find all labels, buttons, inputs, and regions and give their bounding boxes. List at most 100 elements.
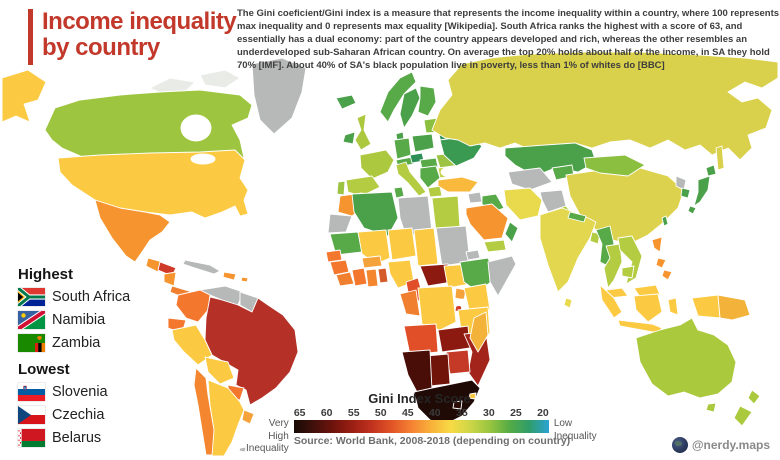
region-japan-kyushu <box>687 205 697 215</box>
gini-tick-20: 20 <box>537 407 549 419</box>
region-mongolia <box>583 154 646 177</box>
region-sulawesi <box>667 297 679 316</box>
region-dr-congo <box>417 285 457 331</box>
region-algeria <box>351 191 399 237</box>
country-label: Namibia <box>52 311 106 328</box>
region-cambodia <box>621 265 635 279</box>
title-line-2: by country <box>42 33 160 61</box>
region-sierra-leone-liberia <box>335 271 355 287</box>
region-south-africa <box>413 379 481 425</box>
region-nigeria <box>387 259 415 289</box>
lowest-heading: Lowest <box>18 361 70 378</box>
region-borneo-indonesia <box>633 293 663 323</box>
gini-color-scale-bar <box>293 420 549 433</box>
region-zambia <box>437 325 471 353</box>
list-item-zambia: Zambia <box>18 333 130 352</box>
source-note: Source: World Bank, 2008-2018 (depending… <box>293 435 571 447</box>
region-uzbek-turkmen <box>507 167 553 191</box>
zambia-flag-icon <box>18 333 45 352</box>
region-france <box>359 149 395 180</box>
region-falklands <box>238 446 247 453</box>
region-tunisia <box>393 186 405 199</box>
region-greece <box>427 185 443 198</box>
region-finland <box>417 85 437 117</box>
globe-icon <box>671 437 688 453</box>
title-line-1: Income inequality <box>42 8 237 35</box>
region-iran <box>503 187 543 221</box>
page-title: Income inequality by country <box>28 8 237 65</box>
list-item-belarus: Belarus <box>18 428 108 447</box>
list-item-south-africa: South Africa <box>18 287 130 306</box>
region-senegal <box>325 249 343 263</box>
gini-tick-50: 50 <box>374 407 387 419</box>
low-inequality-label: Low Inequality <box>549 418 597 443</box>
region-philippines-luzon <box>651 236 663 253</box>
highest-panel: Highest South Africa Namibia <box>18 266 130 356</box>
region-somalia <box>487 255 517 297</box>
region-brazil <box>204 296 299 406</box>
gini-tick-30: 30 <box>483 407 495 419</box>
region-gabon-congo <box>399 289 421 317</box>
region-greenland <box>251 57 307 135</box>
region-vietnam-laos <box>617 235 643 285</box>
gini-tick-35: 35 <box>456 407 468 419</box>
highest-heading: Highest <box>18 266 74 283</box>
region-eswatini <box>468 392 477 400</box>
low-label-line1: Low <box>553 418 573 429</box>
region-saudi-arabia <box>465 203 509 241</box>
great-lakes <box>190 153 216 165</box>
region-philippines-visayas <box>655 257 667 269</box>
region-argentina <box>207 379 245 457</box>
hudson-bay <box>180 114 212 142</box>
very-high-label-line1: Very High <box>268 418 289 442</box>
region-tasmania <box>705 402 717 413</box>
region-turkey <box>437 176 479 193</box>
country-label: Belarus <box>52 429 102 446</box>
region-ethiopia <box>459 257 497 293</box>
list-item-slovenia: Slovenia <box>18 382 108 401</box>
region-oman <box>504 221 519 243</box>
list-item-namibia: Namibia <box>18 310 130 329</box>
czechia-flag-icon <box>18 405 45 424</box>
lake-victoria <box>458 298 468 308</box>
region-angola <box>403 323 439 356</box>
gini-tick-65: 65 <box>293 407 306 419</box>
description-text: The Gini coeficient/Gini index is a meas… <box>237 8 780 71</box>
region-uk <box>354 113 372 151</box>
region-spain <box>345 175 381 197</box>
black-sea <box>440 165 470 179</box>
region-western-sahara <box>327 213 353 234</box>
watermark-handle: @nerdy.maps <box>691 438 770 452</box>
region-lesotho <box>452 400 463 410</box>
gini-tick-40: 40 <box>428 407 441 419</box>
region-philippines-mindanao <box>661 269 673 281</box>
title-accent-bar <box>28 9 33 65</box>
region-bolivia <box>204 356 235 385</box>
country-label: Slovenia <box>52 383 108 400</box>
gini-tick-45: 45 <box>401 407 414 419</box>
lowest-panel: Lowest Slovenia Czechia <box>18 361 108 451</box>
region-south-korea <box>680 187 691 199</box>
very-high-inequality-label: Very High Inequality <box>246 418 294 456</box>
gini-tick-55: 55 <box>347 407 360 419</box>
region-mali <box>357 229 391 265</box>
region-papua-new-guinea <box>717 294 751 321</box>
country-label: South Africa <box>52 288 131 305</box>
region-syria <box>467 191 483 204</box>
belarus-flag-icon <box>18 428 45 447</box>
region-puerto-rico <box>240 276 249 283</box>
region-germany <box>393 137 412 160</box>
region-alaska <box>1 69 47 123</box>
watermark: @nerdy.maps <box>671 437 770 453</box>
low-label-line2: Inequality <box>553 430 597 442</box>
namibia-flag-icon <box>18 310 45 329</box>
gini-legend-title: Gini Index Score <box>368 391 471 406</box>
region-eritrea <box>465 249 481 261</box>
region-peru <box>171 324 213 366</box>
region-madagascar <box>469 311 489 353</box>
very-high-label-line2: Inequality <box>246 443 289 454</box>
region-colombia <box>175 289 211 323</box>
region-sweden <box>399 87 421 129</box>
region-togo-benin <box>377 267 389 284</box>
